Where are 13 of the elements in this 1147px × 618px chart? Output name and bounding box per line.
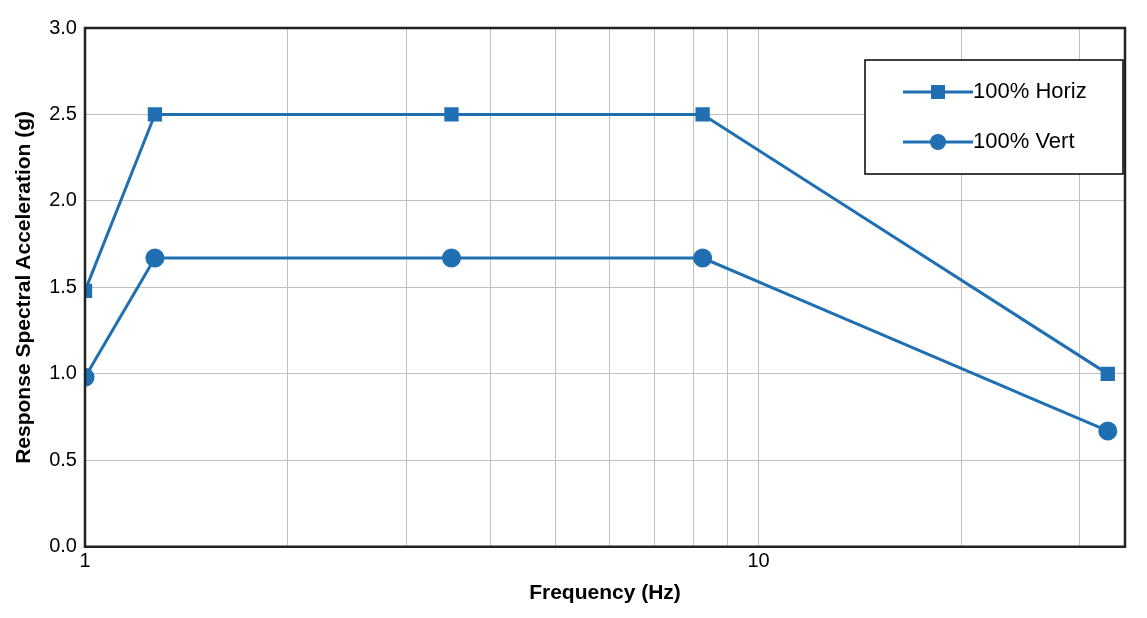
x-axis-title: Frequency (Hz) (529, 580, 681, 604)
y-tick-label: 2.0 (49, 188, 77, 211)
y-axis-title: Response Spectral Acceleration (g) (11, 110, 35, 464)
x-tick-label: 10 (747, 549, 770, 572)
y-tick-label: 0.5 (49, 447, 77, 470)
y-tick-label: 2.5 (49, 101, 77, 124)
legend-label: 100% Horiz (973, 78, 1087, 104)
y-tick-label: 3.0 (49, 15, 77, 38)
y-tick-label: 1.5 (49, 274, 77, 297)
y-tick-label: 1.0 (49, 361, 77, 384)
x-tick-label: 1 (79, 549, 91, 572)
legend-label: 100% Vert (973, 128, 1075, 154)
y-tick-label: 0.0 (49, 534, 77, 557)
